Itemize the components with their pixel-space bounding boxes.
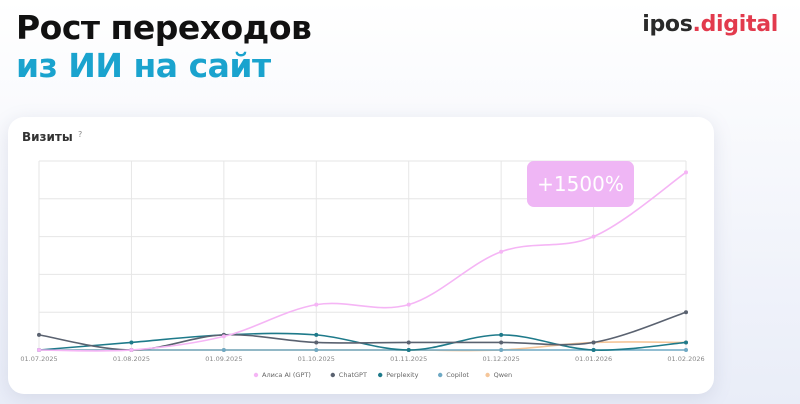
visits-line-chart: 01.07.2025 01.08.2025 01.09.2025 01.10.2025… — [20, 160, 705, 379]
legend-label-1: ChatGPT — [339, 371, 367, 379]
series-0-point — [314, 302, 319, 307]
legend-marker-0 — [253, 372, 259, 378]
x-tick-label: 01.07.2025 — [20, 355, 57, 363]
series-1-point — [314, 340, 319, 345]
x-tick-label: 01.02.2026 — [667, 355, 704, 363]
series-1-point — [591, 340, 596, 345]
series-0-point — [221, 334, 226, 339]
chart-title: Визиты — [22, 130, 73, 144]
x-tick-label: 01.10.2025 — [298, 355, 335, 363]
series-2-line — [38, 332, 687, 351]
series-2-point — [129, 340, 134, 345]
legend-marker-3 — [438, 372, 443, 378]
series-1-point — [406, 340, 411, 345]
x-tick-label: 01.01.2026 — [575, 355, 612, 363]
series-1-point — [684, 310, 688, 315]
series-3-point — [499, 348, 504, 352]
brand-logo: ipos.digital — [642, 12, 778, 37]
brand-logo-domain: .digital — [692, 12, 779, 37]
series-3-point — [221, 348, 226, 352]
series-0-point — [591, 234, 596, 239]
series-2-point — [499, 332, 504, 337]
x-tick-label: 01.09.2025 — [205, 355, 242, 363]
series-0-point — [406, 302, 411, 307]
legend-label-4: Qwen — [494, 371, 513, 379]
series-0-point — [684, 170, 688, 175]
x-tick-label: 01.12.2025 — [483, 355, 520, 363]
brand-logo-name: ipos — [642, 12, 693, 37]
series-3-point — [684, 348, 688, 352]
x-tick-label: 01.11.2025 — [390, 355, 427, 363]
legend-marker-4 — [485, 372, 490, 378]
page-subtitle: из ИИ на сайт — [16, 46, 271, 85]
legend-label-3: Copilot — [446, 371, 469, 379]
series-1-line — [38, 311, 687, 351]
series-1-point — [499, 340, 504, 345]
growth-badge: +1500% — [527, 161, 634, 207]
series-3-point — [314, 348, 319, 352]
series-0-point — [129, 348, 134, 352]
chart-card: Визиты ? 01.07.2025 01.08.2025 01.09.2025 0… — [8, 117, 714, 394]
series-1-point — [37, 332, 41, 337]
series-2-point — [591, 348, 596, 352]
legend-label-2: Perplexity — [386, 371, 418, 379]
series-0-point — [499, 249, 504, 254]
page-title: Рост переходов — [16, 8, 312, 47]
series-2-point — [406, 348, 411, 352]
series-2-point — [684, 340, 688, 345]
x-tick-label: 01.08.2025 — [113, 355, 150, 363]
legend-marker-1 — [330, 372, 335, 378]
legend-label-0: Алиса AI (GPT) — [262, 371, 311, 379]
series-2-point — [314, 332, 319, 337]
help-icon[interactable]: ? — [78, 130, 83, 139]
legend-marker-2 — [378, 372, 383, 378]
series-0-point — [37, 348, 41, 352]
series-0-line — [38, 171, 687, 352]
